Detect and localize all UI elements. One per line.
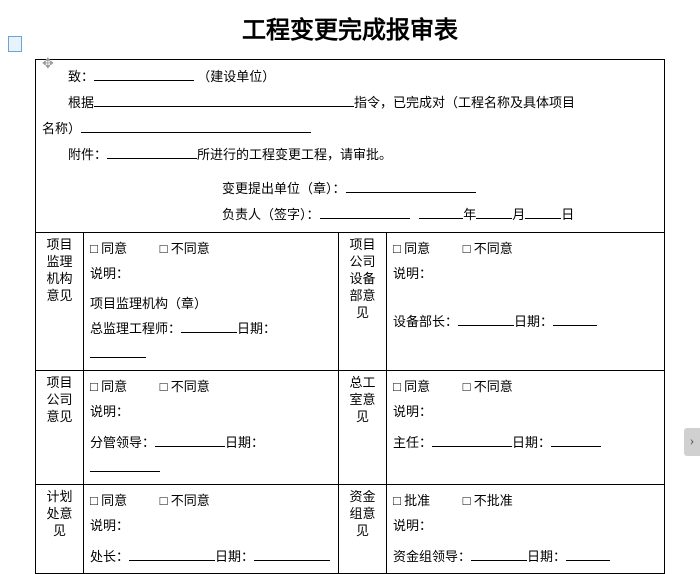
document-container: 工程变更完成报审表 致： （建设单位） 根据 指令，已完成对（工程名称及具体项目 … [35,10,665,574]
basis-after: 指令，已完成对（工程名称及具体项目 [354,95,575,110]
unit-label: 变更提出单位（章）： [222,181,346,196]
attach-label: 附件： [68,147,107,162]
c5-body: □ 同意 □ 不同意 说明： 处长：日期： [84,485,339,574]
c4-label: 总工室意见 [339,371,387,485]
page-icon [8,36,22,52]
nav-right-icon[interactable]: › [684,428,700,456]
c2-body: □ 同意 □ 不同意 说明： 设备部长：日期： [387,233,665,371]
year: 年 [463,207,476,222]
projname-label: 名称） [42,121,81,136]
c4-body: □ 同意 □ 不同意 说明： 主任：日期： [387,371,665,485]
c6-body: □ 批准 □ 不批准 说明： 资金组领导：日期： [387,485,665,574]
c6-label: 资金组意见 [339,485,387,574]
basis-label: 根据 [68,95,94,110]
day: 日 [561,207,574,222]
to-hint: （建设单位） [197,69,275,84]
c1-label: 项目监理机构意见 [36,233,84,371]
attach-after: 所进行的工程变更工程，请审批。 [197,147,392,162]
move-handle-icon: ✥ [42,56,54,73]
c3-body: □ 同意 □ 不同意 说明： 分管领导：日期： [84,371,339,485]
month: 月 [512,207,525,222]
c1-body: □ 同意 □ 不同意 说明： 项目监理机构（章） 总监理工程师：日期： [84,233,339,371]
c5-label: 计划处意见 [36,485,84,574]
leader-label: 负责人（签字）： [222,207,320,222]
form-table: 致： （建设单位） 根据 指令，已完成对（工程名称及具体项目 名称） 附件： 所进行… [35,59,665,574]
page-title: 工程变更完成报审表 [35,10,665,45]
c3-label: 项目公司意见 [36,371,84,485]
header-block: 致： （建设单位） 根据 指令，已完成对（工程名称及具体项目 名称） 附件： 所进行… [36,60,665,233]
to-label: 致： [68,69,94,84]
c2-label: 项目公司设备部意见 [339,233,387,371]
